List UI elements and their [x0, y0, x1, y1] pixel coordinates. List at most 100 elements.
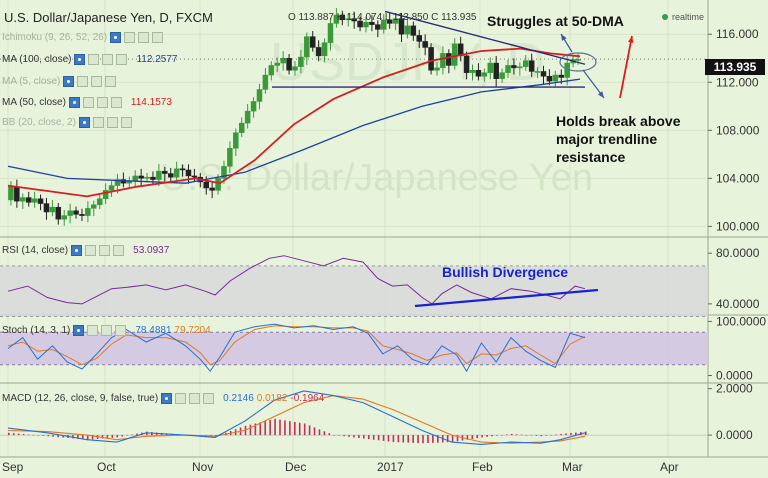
- indicator-label: BB (20, close, 2): [2, 116, 76, 128]
- visibility-toggle-icon[interactable]: [110, 31, 122, 43]
- visibility-toggle-icon[interactable]: [68, 96, 80, 108]
- macd-hist-bar: [560, 433, 562, 436]
- more-icon[interactable]: [115, 324, 127, 336]
- settings-icon[interactable]: [77, 75, 89, 87]
- x-tick-label: Mar: [562, 460, 583, 474]
- macd-hist-bar: [417, 435, 419, 444]
- macd-hist-bar: [565, 433, 567, 436]
- more-icon[interactable]: [116, 53, 128, 65]
- remove-icon[interactable]: [189, 392, 201, 404]
- macd-hist-bar: [358, 435, 360, 438]
- settings-icon[interactable]: [175, 392, 187, 404]
- macd-hist-bar: [91, 435, 94, 440]
- indicator-row-ma5[interactable]: MA (5, close): [2, 74, 117, 88]
- macd-hist-bar: [372, 435, 375, 440]
- x-tick-label: Dec: [285, 460, 306, 474]
- macd-hist-bar: [106, 435, 109, 439]
- candle-body: [475, 70, 482, 77]
- macd-hist-bar: [456, 435, 459, 442]
- macd-hist-bar: [116, 435, 119, 438]
- remove-icon[interactable]: [91, 75, 103, 87]
- macd-hist-bar: [269, 420, 271, 436]
- candle-body: [386, 19, 393, 24]
- more-icon[interactable]: [110, 96, 122, 108]
- remove-icon[interactable]: [102, 53, 114, 65]
- macd-hist-bar: [486, 435, 488, 437]
- settings-icon[interactable]: [124, 31, 136, 43]
- more-icon[interactable]: [203, 392, 215, 404]
- y-tick-label: 116.000: [716, 27, 759, 41]
- indicator-row-ma100[interactable]: MA (100, close) 112.2577: [2, 52, 177, 66]
- candle-body: [357, 20, 363, 28]
- indicator-label: MA (50, close): [2, 96, 66, 108]
- macd-hist-bar: [121, 435, 124, 437]
- settings-icon[interactable]: [92, 116, 104, 128]
- more-icon[interactable]: [120, 116, 132, 128]
- y-tick-label: 104.000: [716, 171, 760, 185]
- remove-icon[interactable]: [96, 96, 108, 108]
- macd-hist-bar: [363, 435, 365, 439]
- visibility-toggle-icon[interactable]: [73, 324, 85, 336]
- settings-icon[interactable]: [88, 53, 100, 65]
- macd-hist-bar: [47, 435, 50, 437]
- candle-body: [268, 65, 275, 76]
- remove-icon[interactable]: [101, 324, 113, 336]
- candle-body: [440, 53, 446, 69]
- annotation-holds-break: Holds break above major trendline resist…: [556, 112, 681, 166]
- macd-hist-bar: [550, 435, 553, 436]
- remove-icon[interactable]: [99, 244, 111, 256]
- divergence-line: [414, 288, 599, 308]
- macd-hist-bar: [515, 434, 518, 436]
- x-tick-label: Nov: [192, 460, 213, 474]
- more-icon[interactable]: [113, 244, 125, 256]
- stoch-d-value: 79.7204: [174, 324, 211, 336]
- remove-icon[interactable]: [138, 31, 150, 43]
- indicator-label: Ichimoku (9, 26, 52, 26): [2, 31, 108, 43]
- rsi-value: 53.0937: [133, 244, 170, 256]
- macd-hist-bar: [555, 434, 557, 436]
- settings-icon[interactable]: [87, 324, 99, 336]
- candle-body: [517, 66, 523, 69]
- candle-body: [156, 170, 162, 180]
- candle-body: [256, 89, 263, 102]
- macd-signal-value: 0.0182: [256, 392, 288, 404]
- candle-body: [144, 176, 150, 179]
- macd-hist-bar: [259, 422, 262, 436]
- macd-legend[interactable]: MACD (12, 26, close, 9, false, true) 0.2…: [2, 391, 324, 405]
- candle-body: [14, 186, 20, 202]
- visibility-toggle-icon[interactable]: [161, 392, 173, 404]
- candle-body: [523, 60, 529, 67]
- macd-hist-bar: [254, 423, 257, 436]
- y-tick-label: 2.0000: [716, 382, 753, 396]
- stoch-legend[interactable]: Stoch (14, 3, 1) 78.4881 79.7204: [2, 323, 211, 337]
- candle-body: [102, 190, 109, 200]
- macd-hist-bar: [540, 435, 543, 437]
- visibility-toggle-icon[interactable]: [78, 116, 90, 128]
- macd-hist-bar: [584, 431, 587, 436]
- candle-body: [280, 57, 286, 64]
- candle-body: [108, 185, 115, 191]
- indicator-row-bb[interactable]: BB (20, close, 2): [2, 115, 132, 129]
- visibility-toggle-icon[interactable]: [63, 75, 75, 87]
- macd-hist-bar: [338, 435, 340, 436]
- indicator-row-ichimoku[interactable]: Ichimoku (9, 26, 52, 26): [2, 30, 164, 44]
- remove-icon[interactable]: [106, 116, 118, 128]
- macd-hist-bar: [377, 435, 380, 441]
- indicator-row-ma50[interactable]: MA (50, close) 114.1573: [2, 95, 172, 109]
- candle-body: [446, 53, 452, 66]
- settings-icon[interactable]: [85, 244, 97, 256]
- visibility-toggle-icon[interactable]: [74, 53, 86, 65]
- settings-icon[interactable]: [82, 96, 94, 108]
- rsi-legend[interactable]: RSI (14, close) 53.0937: [2, 243, 169, 257]
- candle-body: [262, 74, 269, 90]
- more-icon[interactable]: [105, 75, 117, 87]
- candle-body: [345, 18, 351, 21]
- realtime-label: realtime: [672, 12, 705, 22]
- macd-hist-bar: [27, 434, 30, 436]
- y-tick-label: 108.000: [716, 123, 760, 137]
- visibility-toggle-icon[interactable]: [71, 244, 83, 256]
- candle-body: [96, 198, 103, 206]
- more-icon[interactable]: [152, 31, 164, 43]
- y-tick-label: 112.000: [716, 75, 759, 89]
